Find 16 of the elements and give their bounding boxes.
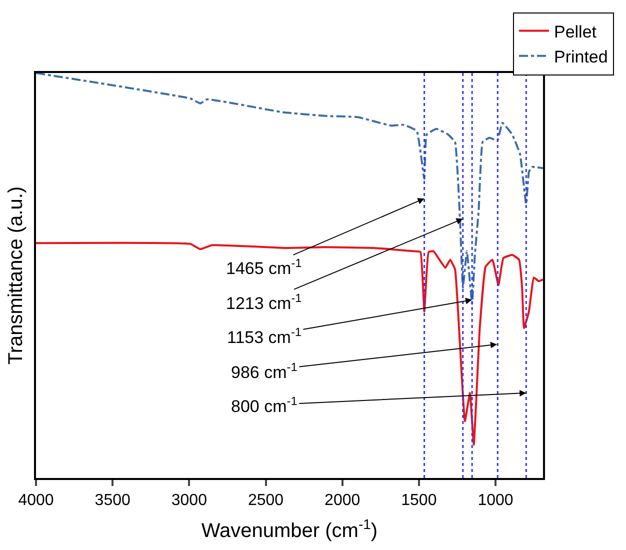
annotation: 1465 cm$^{-1}$ bbox=[226, 256, 302, 278]
legend-label: Pellet bbox=[554, 22, 597, 42]
x-axis-title: Wavenumber (cm$^{-1}$) bbox=[201, 516, 378, 542]
x-tick-label: 3500 bbox=[94, 492, 130, 510]
x-tick-label: 3000 bbox=[171, 492, 208, 510]
annotation: 1213 cm$^{-1}$ bbox=[226, 291, 302, 314]
annotation: 800 cm$^{-1}$ bbox=[231, 394, 298, 416]
x-tick-label: 1000 bbox=[478, 492, 514, 510]
x-tick-label: 4000 bbox=[18, 492, 54, 510]
x-tick-label: 1500 bbox=[401, 492, 437, 510]
x-tick-label: 2500 bbox=[248, 492, 284, 510]
annotation: 1153 cm$^{-1}$ bbox=[227, 325, 302, 348]
y-axis-title: Transmittance (a.u.) bbox=[5, 186, 27, 365]
annotation: 986 cm$^{-1}$ bbox=[231, 360, 298, 382]
legend-label: Printed bbox=[554, 48, 608, 67]
x-tick-label: 2000 bbox=[324, 492, 360, 510]
